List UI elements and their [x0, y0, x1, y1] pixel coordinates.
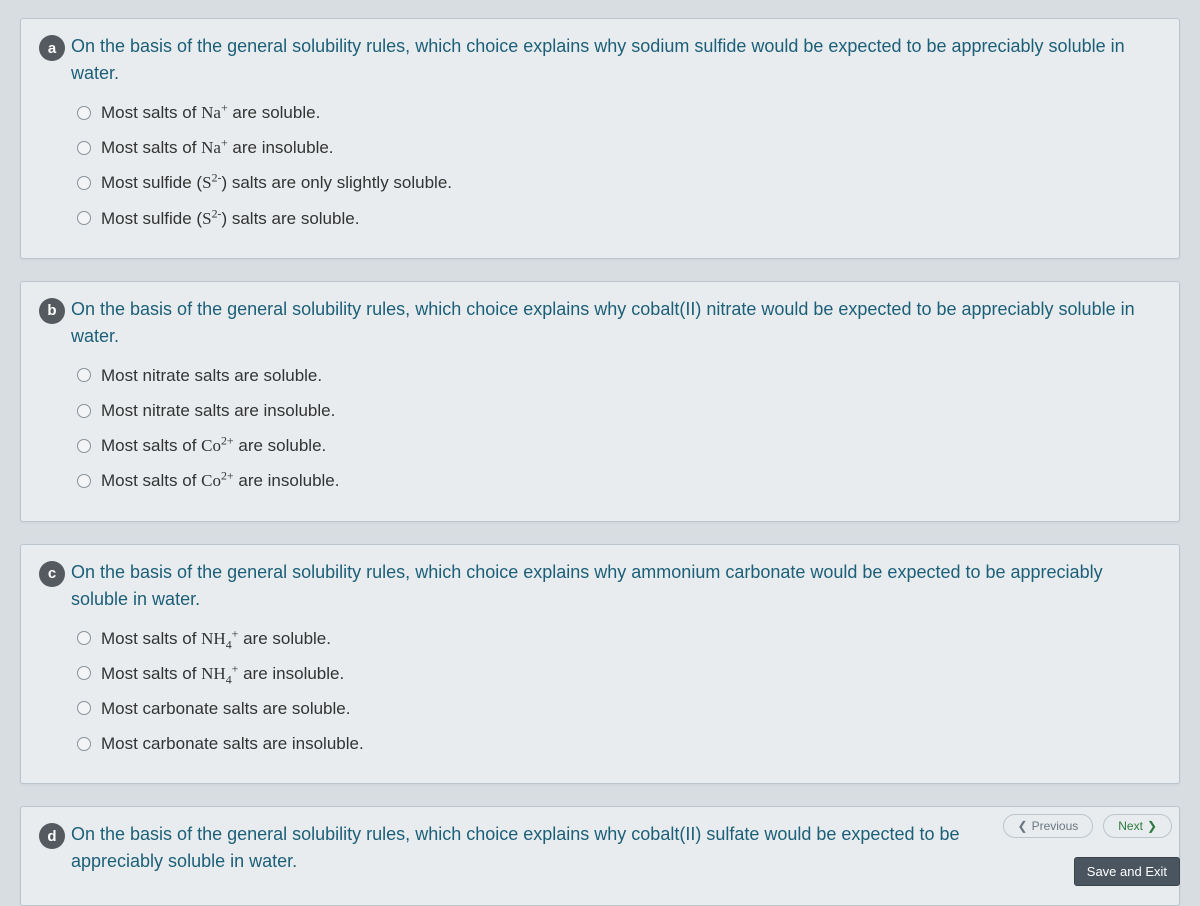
option-label: Most salts of Co2+ are soluble. [101, 432, 326, 459]
question-b: bOn the basis of the general solubility … [20, 281, 1180, 522]
radio-icon[interactable] [77, 141, 91, 155]
chevron-right-icon: ❯ [1147, 819, 1157, 833]
nav-buttons: ❮ Previous Next ❯ [1003, 814, 1173, 838]
option-row[interactable]: Most salts of Co2+ are soluble. [77, 432, 1161, 459]
option-label: Most carbonate salts are soluble. [101, 695, 350, 722]
question-a: aOn the basis of the general solubility … [20, 18, 1180, 259]
question-header: aOn the basis of the general solubility … [39, 33, 1161, 87]
options-list: Most salts of NH4+ are soluble. Most salt… [39, 625, 1161, 758]
options-list: Most salts of Na+ are soluble. Most salts… [39, 99, 1161, 232]
option-row[interactable]: Most salts of NH4+ are insoluble. [77, 660, 1161, 687]
radio-icon[interactable] [77, 666, 91, 680]
radio-icon[interactable] [77, 631, 91, 645]
save-and-exit-button[interactable]: Save and Exit [1074, 857, 1180, 886]
letter-badge: a [39, 35, 65, 61]
option-label: Most nitrate salts are soluble. [101, 362, 322, 389]
letter-badge: d [39, 823, 65, 849]
radio-icon[interactable] [77, 439, 91, 453]
option-row[interactable]: Most salts of Na+ are insoluble. [77, 134, 1161, 161]
questions-container: aOn the basis of the general solubility … [20, 18, 1180, 906]
option-row[interactable]: Most salts of Co2+ are insoluble. [77, 467, 1161, 494]
option-label: Most carbonate salts are insoluble. [101, 730, 364, 757]
option-label: Most salts of Na+ are insoluble. [101, 134, 334, 161]
question-header: bOn the basis of the general solubility … [39, 296, 1161, 350]
options-list: Most nitrate salts are soluble. Most nitr… [39, 362, 1161, 495]
option-label: Most salts of NH4+ are insoluble. [101, 660, 344, 687]
option-label: Most sulfide (S2-) salts are only slight… [101, 169, 452, 196]
question-c: cOn the basis of the general solubility … [20, 544, 1180, 785]
next-label: Next [1118, 819, 1143, 833]
question-prompt: On the basis of the general solubility r… [71, 33, 1161, 87]
option-row[interactable]: Most nitrate salts are insoluble. [77, 397, 1161, 424]
radio-icon[interactable] [77, 701, 91, 715]
question-header: dOn the basis of the general solubility … [39, 821, 1161, 875]
option-row[interactable]: Most carbonate salts are insoluble. [77, 730, 1161, 757]
previous-button[interactable]: ❮ Previous [1003, 814, 1094, 838]
option-label: Most salts of Co2+ are insoluble. [101, 467, 339, 494]
option-label: Most sulfide (S2-) salts are soluble. [101, 205, 359, 232]
option-row[interactable]: Most carbonate salts are soluble. [77, 695, 1161, 722]
radio-icon[interactable] [77, 211, 91, 225]
option-row[interactable]: Most salts of NH4+ are soluble. [77, 625, 1161, 652]
letter-badge: b [39, 298, 65, 324]
next-button[interactable]: Next ❯ [1103, 814, 1172, 838]
question-header: cOn the basis of the general solubility … [39, 559, 1161, 613]
option-label: Most salts of Na+ are soluble. [101, 99, 320, 126]
question-prompt: On the basis of the general solubility r… [71, 296, 1161, 350]
option-row[interactable]: Most sulfide (S2-) salts are soluble. [77, 205, 1161, 232]
radio-icon[interactable] [77, 474, 91, 488]
previous-label: Previous [1032, 819, 1079, 833]
option-row[interactable]: Most sulfide (S2-) salts are only slight… [77, 169, 1161, 196]
radio-icon[interactable] [77, 404, 91, 418]
radio-icon[interactable] [77, 737, 91, 751]
radio-icon[interactable] [77, 368, 91, 382]
option-label: Most salts of NH4+ are soluble. [101, 625, 331, 652]
chevron-left-icon: ❮ [1018, 819, 1028, 833]
option-row[interactable]: Most nitrate salts are soluble. [77, 362, 1161, 389]
question-prompt: On the basis of the general solubility r… [71, 559, 1161, 613]
radio-icon[interactable] [77, 176, 91, 190]
question-prompt: On the basis of the general solubility r… [71, 821, 1161, 875]
option-label: Most nitrate salts are insoluble. [101, 397, 335, 424]
letter-badge: c [39, 561, 65, 587]
option-row[interactable]: Most salts of Na+ are soluble. [77, 99, 1161, 126]
radio-icon[interactable] [77, 106, 91, 120]
